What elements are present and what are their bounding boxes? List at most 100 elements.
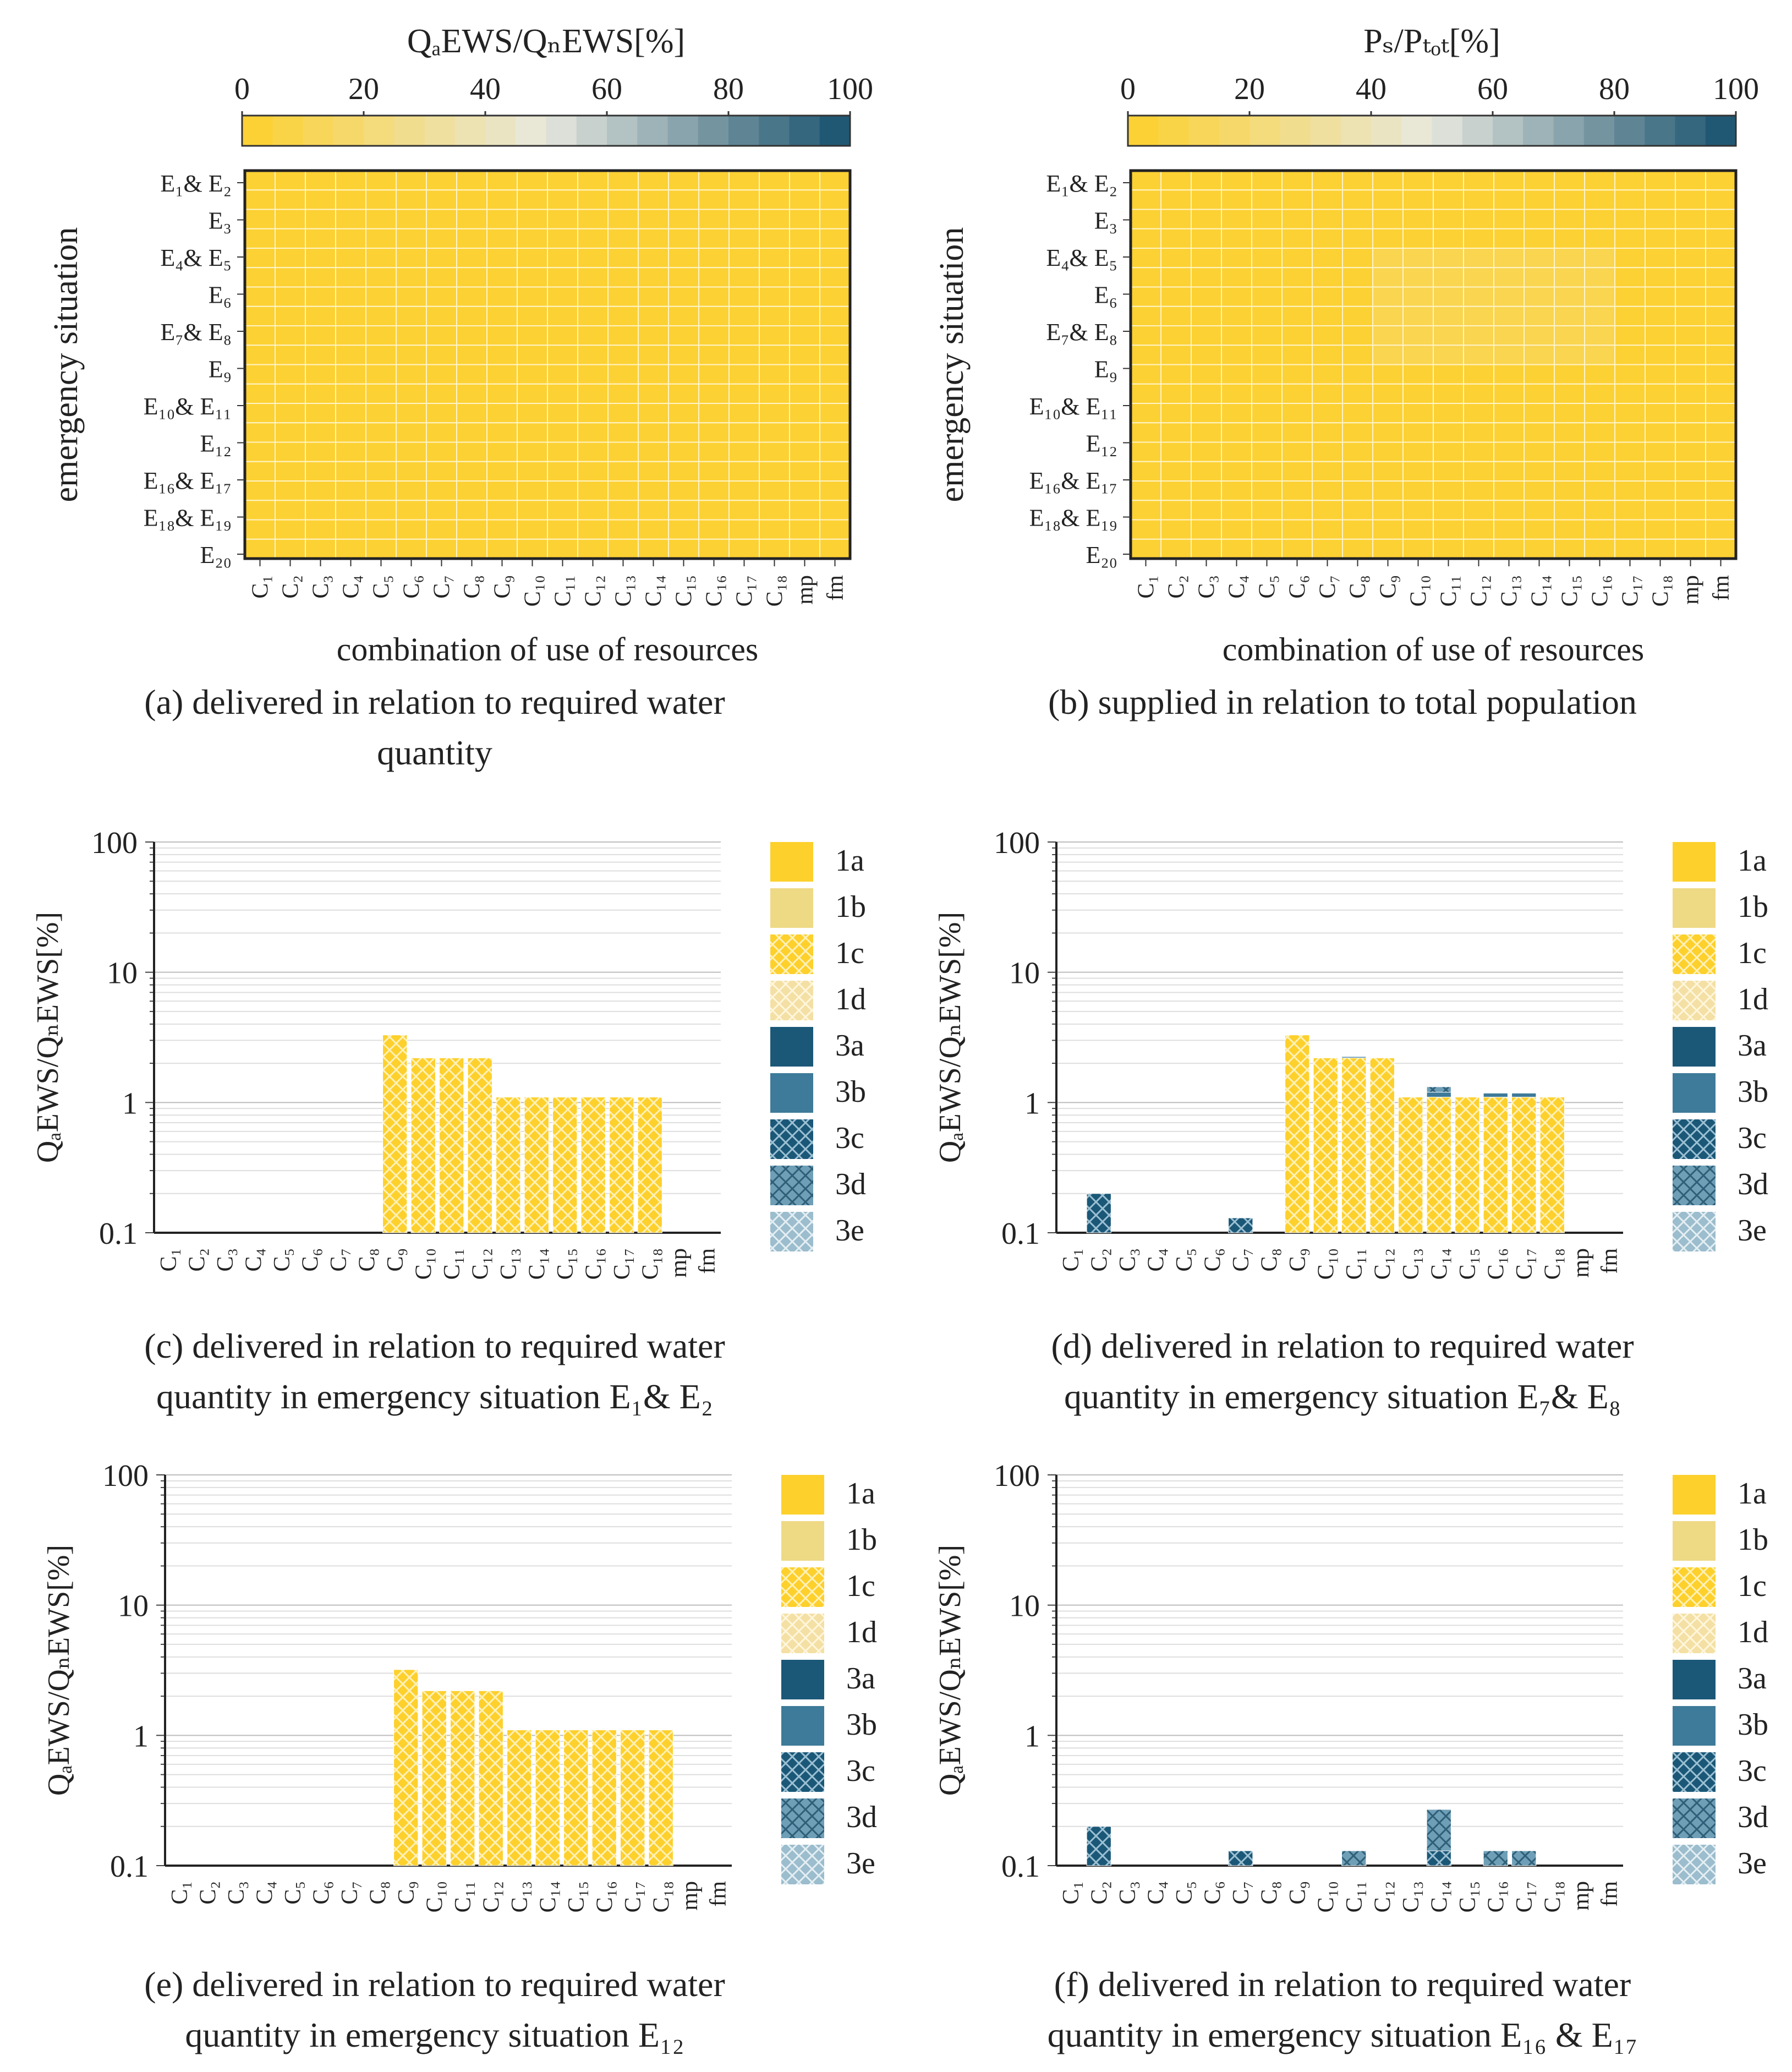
heatmap-cell [1675,364,1706,385]
caption-f-line1: (f) delivered in relation to required wa… [1054,1965,1631,2004]
heatmap-cell [1312,267,1343,288]
colorbar-segment [819,116,851,146]
heatmap-cell [1614,422,1646,443]
heatmap-cell [819,267,851,288]
legend-swatch-1a [770,842,813,882]
x-tick-label: C₅ [270,1248,295,1272]
heatmap-cell [1312,480,1343,501]
colorbar-segment [1705,116,1736,146]
heatmap-cell [1251,500,1283,521]
heatmap-cell [1554,538,1585,559]
bar-1c-11 [1369,1057,1395,1233]
x-tick-label: C₉ [1285,1248,1311,1272]
heatmap-cell [1342,286,1373,307]
caption-d: (d) delivered in relation to required wa… [930,1321,1755,1422]
heatmap-cell [1130,248,1161,269]
heatmap-cell [1614,345,1646,365]
heatmap-cell [1130,325,1161,346]
heatmap-cell [728,209,760,229]
x-tick-label: C₈ [354,1248,380,1272]
heatmap-cell [1251,189,1283,210]
heatmap-cell [819,325,851,346]
heatmap-cell [728,248,760,269]
heatmap-cell [1221,189,1252,210]
heatmap-cell [1584,538,1615,559]
heatmap-cell [607,383,639,404]
heatmap-cell [1645,422,1676,443]
x-tick-label: C₁₆ [702,575,727,606]
colorbar-segment [546,116,577,146]
heatmap-cell [577,170,609,191]
heatmap-cell [1372,305,1404,326]
heatmap-cell [426,538,457,559]
heatmap-cell [426,403,457,424]
heatmap-cell [698,189,730,210]
heatmap-cell [244,441,276,462]
x-tick-label: C₉ [1376,575,1401,599]
x-tick-label: C₄ [1143,1248,1169,1272]
heatmap-cell [335,189,366,210]
legend-label-3b: 3b [1738,1708,1768,1742]
legend-swatch-1d [1673,1614,1716,1653]
heatmap-cell [1524,364,1555,385]
heatmap-cell [577,519,609,540]
heatmap-cell [1191,170,1222,191]
x-tick-label: C₁₃ [1399,1248,1424,1280]
heatmap-cell [577,441,609,462]
heatmap-cell [1160,209,1192,229]
legend-swatch-3c [781,1752,824,1792]
heatmap-cell [1433,538,1464,559]
heatmap-cell [1614,383,1646,404]
heatmap-cell [1130,364,1161,385]
heatmap-cell [396,170,427,191]
heatmap-cell [668,345,699,365]
heatmap-cell [638,364,669,385]
colorbar-segment [485,116,517,146]
heatmap-cell [1281,538,1313,559]
heatmap-cell [1614,189,1646,210]
heatmap-cell [456,286,487,307]
heatmap-cell [638,538,669,559]
legend-label-1d: 1d [846,1615,877,1649]
heatmap-cell [1493,305,1525,326]
heatmap-cell [1160,403,1192,424]
heatmap-cell [1554,228,1585,249]
heatmap-cell [517,345,548,365]
heatmap-cell [819,305,851,326]
legend-label-3d: 3d [1738,1800,1768,1834]
legend-label-1a: 1a [835,844,864,878]
heatmap-cell [1251,480,1283,501]
heatmap-cell [1251,383,1283,404]
heatmap-cell [1675,228,1706,249]
legend-swatch-1d [781,1614,824,1653]
heatmap-cell [1463,228,1494,249]
heatmap-cell [819,519,851,540]
bar-3d-16 [1511,1850,1537,1866]
bar-1c-11 [467,1057,492,1233]
legend-swatch-3c [770,1119,813,1159]
heatmap-cell [547,345,578,365]
bar-1c-17 [648,1730,673,1866]
x-tick-label: C₇ [1229,1248,1254,1272]
heatmap-cell [547,383,578,404]
heatmap-cell [1372,500,1404,521]
heatmap-cell [1493,248,1525,269]
x-tick-label: C₆ [1200,1248,1225,1272]
heatmap-cell [1554,286,1585,307]
x-tick-label: C₁₇ [1618,575,1643,606]
bar-1c-14 [563,1730,589,1866]
heatmap-cell [1463,538,1494,559]
heatmap-cell [1433,480,1464,501]
heatmap-cell [728,267,760,288]
heatmap-cell [759,538,790,559]
heatmap-cell [638,305,669,326]
legend-label-3a: 3a [835,1029,864,1063]
x-tick-label: C₁₂ [1467,575,1492,606]
heatmap-cell [759,441,790,462]
heatmap-cell [1493,325,1525,346]
heatmap-cell [1191,422,1222,443]
heatmap-cell [638,209,669,229]
heatmap-cell [456,267,487,288]
heatmap-cell [1281,286,1313,307]
heatmap-cell [789,500,820,521]
